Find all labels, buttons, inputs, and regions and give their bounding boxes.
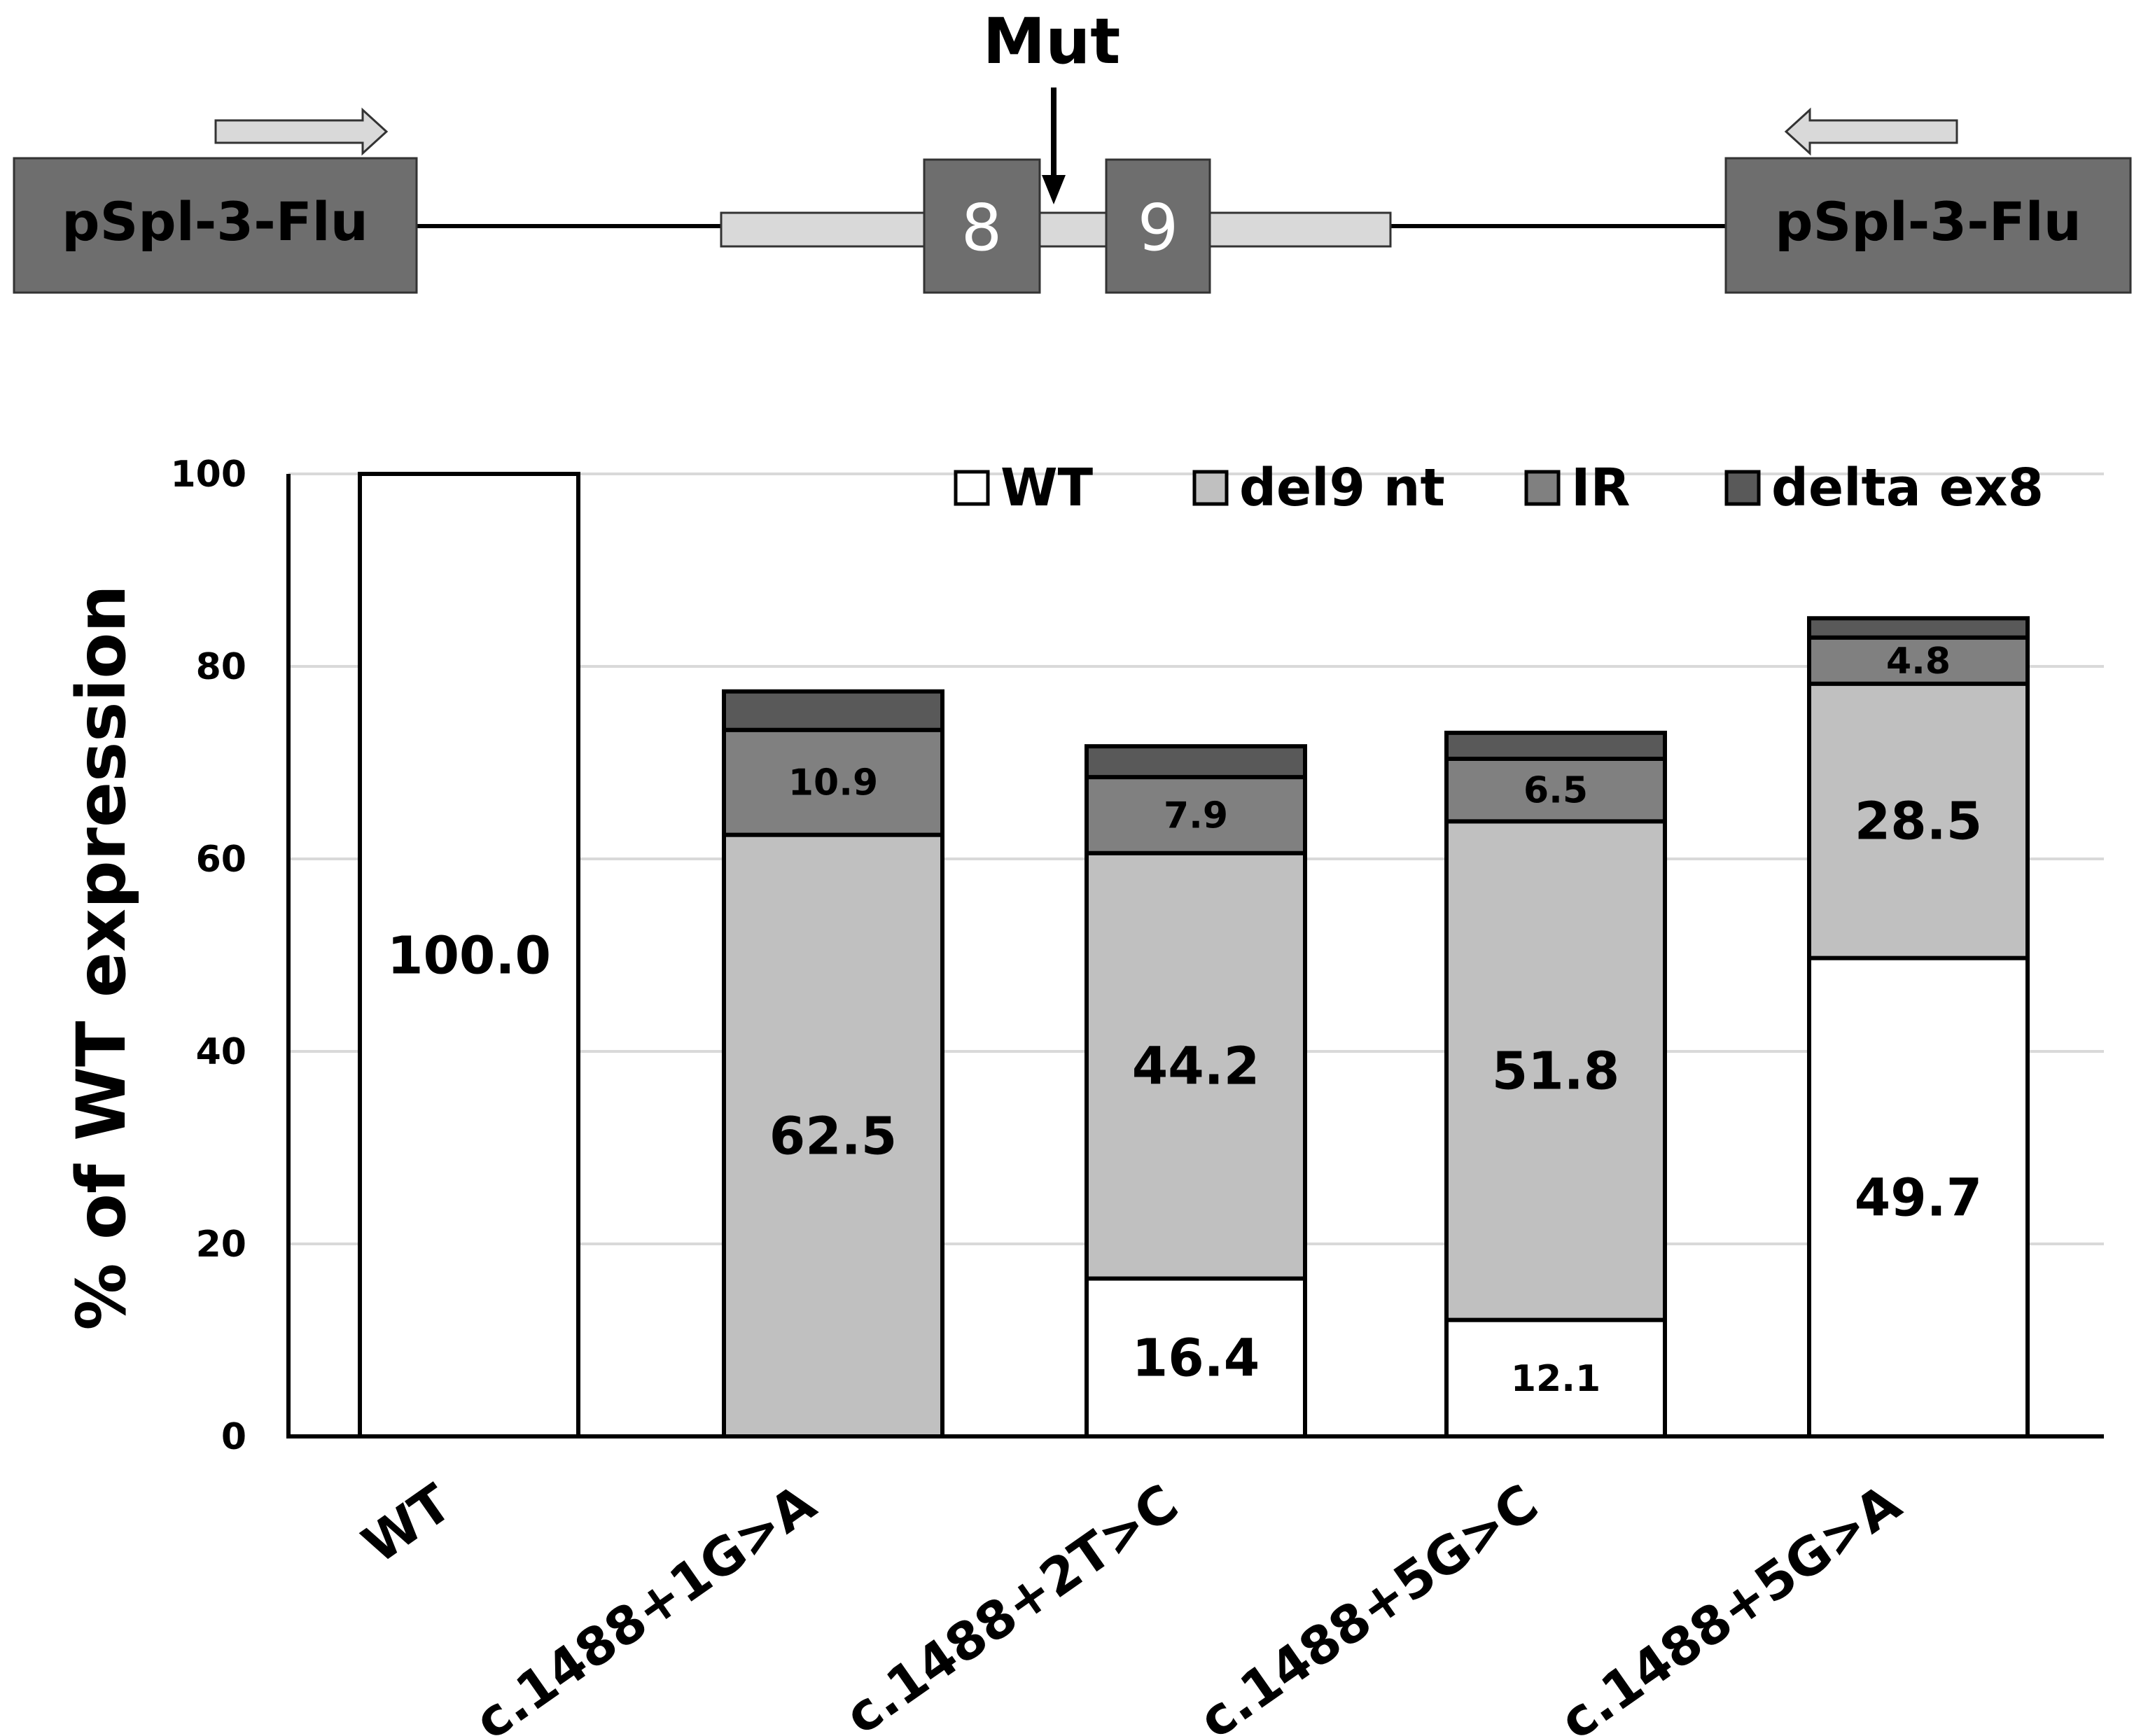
intron-middle bbox=[1038, 211, 1111, 248]
mutation-arrow-icon bbox=[1042, 175, 1066, 204]
bar-2-ir bbox=[1085, 775, 1307, 855]
primer-forward-arrow-icon bbox=[214, 107, 389, 156]
legend-swatch-del9-nt bbox=[1192, 470, 1229, 506]
bar-1-delta-ex8 bbox=[722, 689, 944, 732]
bar-chart: 100.0 62.5 10.9 16.4 44.2 7.9 12.1 51.8 6.5 49.7 2… bbox=[62, 454, 2104, 1736]
data-label-1-1: 62.5 bbox=[769, 1106, 898, 1166]
legend-swatch-delta-ex8 bbox=[1724, 470, 1761, 506]
exon-8-box bbox=[923, 158, 1041, 294]
legend: WT del9 nt IR delta ex8 bbox=[954, 458, 2044, 518]
data-label-2-2: 7.9 bbox=[1164, 794, 1228, 836]
bar-3-del9-nt bbox=[1444, 819, 1667, 1322]
axes bbox=[286, 474, 2104, 1438]
data-label-3-2: 6.5 bbox=[1523, 770, 1588, 812]
x-tick-label-4: c.1488+5G>A bbox=[1549, 1473, 1911, 1736]
data-label-4-0: 49.7 bbox=[1855, 1168, 1983, 1228]
data-label-4-2: 4.8 bbox=[1886, 640, 1951, 682]
y-tick-label-100: 100 bbox=[170, 454, 246, 496]
bar-4-delta-ex8 bbox=[1807, 616, 2030, 640]
data-label-3-0: 12.1 bbox=[1511, 1358, 1600, 1400]
legend-label-delta-ex8: delta ex8 bbox=[1771, 458, 2044, 518]
legend-label-wt: WT bbox=[1000, 458, 1094, 518]
y-tick-label-40: 40 bbox=[196, 1031, 246, 1073]
exon-8-label: 8 bbox=[961, 190, 1003, 265]
exon-9-label: 9 bbox=[1138, 190, 1179, 265]
bar-2-del9-nt bbox=[1085, 850, 1307, 1281]
x-tick-label-3: c.1488+5G>C bbox=[1188, 1473, 1549, 1736]
data-label-2-1: 44.2 bbox=[1132, 1037, 1260, 1097]
minigene-diagram: pSpl-3-Flu pSpl-3-Flu 8 9 Mut bbox=[13, 5, 2132, 294]
vector-label-left: pSpl-3-Flu bbox=[62, 190, 368, 253]
y-tick-label-80: 80 bbox=[196, 646, 246, 688]
bar-2-wt bbox=[1085, 1276, 1307, 1438]
bar-2-delta-ex8 bbox=[1085, 744, 1307, 780]
y-axis-label: % of WT expression bbox=[62, 584, 141, 1330]
primer-reverse-arrow-icon bbox=[1784, 107, 1958, 156]
legend-swatch-wt bbox=[954, 470, 990, 506]
vector-box-left bbox=[13, 157, 418, 294]
legend-swatch-ir bbox=[1524, 470, 1561, 506]
data-label-2-0: 16.4 bbox=[1132, 1328, 1260, 1388]
bar-3-wt bbox=[1444, 1317, 1667, 1438]
y-tick-label-0: 0 bbox=[221, 1416, 246, 1458]
vector-label-right: pSpl-3-Flu bbox=[1775, 190, 2081, 253]
data-label-0-0: 100.0 bbox=[387, 926, 551, 986]
bars: 100.0 62.5 10.9 16.4 44.2 7.9 12.1 51.8 6.5 49.7 2… bbox=[358, 472, 2030, 1438]
vector-box-right bbox=[1724, 157, 2132, 294]
data-label-4-1: 28.5 bbox=[1855, 792, 1983, 852]
x-tick-label-1: c.1488+1G>A bbox=[464, 1473, 826, 1736]
y-tick-label-20: 20 bbox=[196, 1224, 246, 1266]
bar-3-delta-ex8 bbox=[1444, 730, 1667, 761]
y-tick-labels: 0 20 40 60 80 100 bbox=[170, 454, 246, 1458]
legend-label-del9-nt: del9 nt bbox=[1239, 458, 1445, 518]
intron-right bbox=[1208, 211, 1392, 248]
intron-left bbox=[720, 211, 926, 248]
x-tick-label-2: c.1488+2T>C bbox=[835, 1473, 1190, 1736]
legend-label-ir: IR bbox=[1571, 458, 1631, 518]
data-label-1-2: 10.9 bbox=[788, 762, 878, 804]
data-label-3-1: 51.8 bbox=[1492, 1042, 1620, 1102]
exon-9-box bbox=[1105, 158, 1211, 294]
x-tick-labels: WT c.1488+1G>A c.1488+2T>Cc.1488+5G>C c.148… bbox=[352, 1473, 1912, 1736]
bar-0-wt bbox=[358, 472, 580, 1438]
y-tick-label-60: 60 bbox=[196, 839, 246, 881]
x-tick-label-0: WT bbox=[352, 1473, 463, 1576]
mutation-label: Mut bbox=[983, 5, 1121, 78]
